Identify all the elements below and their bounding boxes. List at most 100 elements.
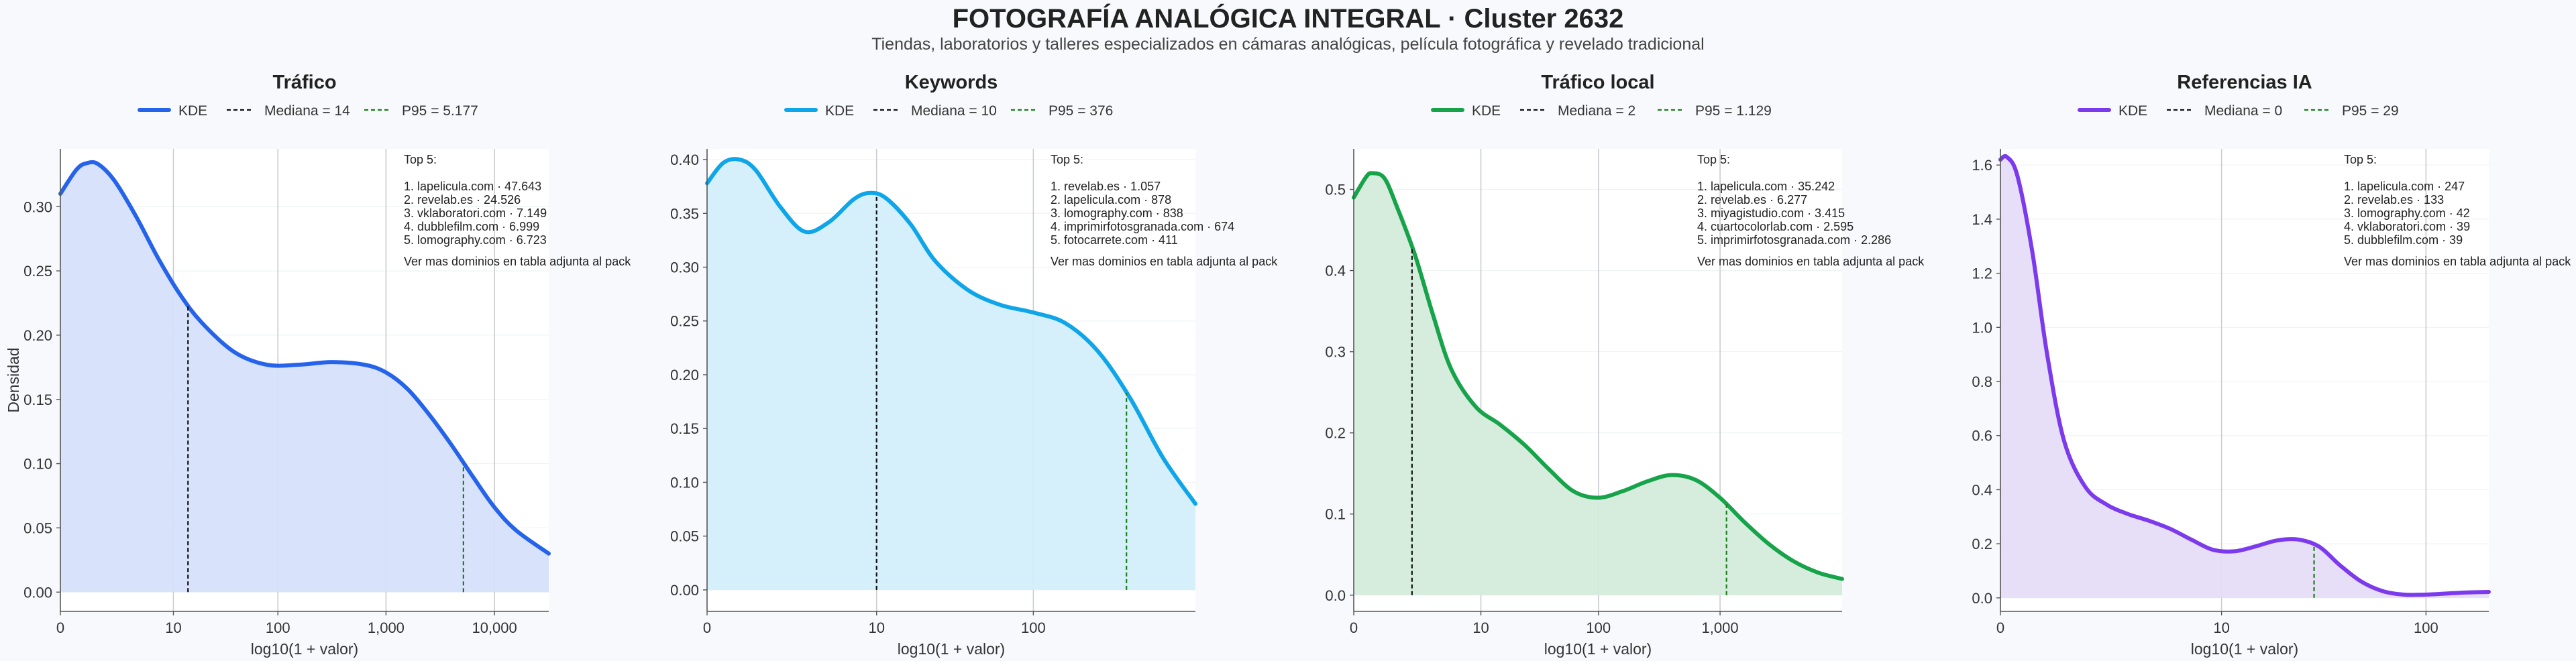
top5-item: 3. lomography.com · 42 — [2344, 206, 2470, 220]
top5-footer: Ver mas dominios en tabla adjunta al pac… — [2344, 255, 2571, 268]
y-tick-label: 0.40 — [670, 152, 699, 168]
x-tick-label: 0 — [1996, 619, 2004, 636]
chart-panel-referencias-ia: 0.0 0.2 0.4 0.6 0.8 1.0 1.2 1.4 1.6 0 10 100 log10(1… — [1972, 72, 2571, 658]
x-tick-label: 10 — [165, 619, 181, 636]
kde-line — [705, 157, 1197, 506]
y-tick-label: 0.15 — [23, 392, 52, 408]
y-tick-label: 0.0 — [1325, 587, 1346, 604]
top5-item: 5. imprimirfotosgranada.com · 2.286 — [1697, 233, 1891, 247]
y-tick-label: 0.2 — [1972, 536, 1992, 552]
top5-footer: Ver mas dominios en tabla adjunta al pac… — [1697, 255, 1925, 268]
top5-footer: Ver mas dominios en tabla adjunta al pac… — [404, 255, 631, 268]
x-tick-label: 1,000 — [1702, 619, 1739, 636]
legend-median-label: Mediana = 10 — [911, 103, 997, 119]
x-tick-label: 100 — [266, 619, 290, 636]
y-tick-label: 0.05 — [23, 520, 52, 536]
legend-p95-label: P95 = 376 — [1049, 103, 1113, 119]
x-axis-label: log10(1 + valor) — [1544, 640, 1652, 658]
kde-area — [60, 162, 549, 593]
y-tick-label: 0.00 — [670, 582, 699, 599]
top5-item: 5. fotocarrete.com · 411 — [1051, 233, 1178, 247]
top5-item: 1. lapelicula.com · 47.643 — [404, 180, 541, 193]
y-tick-label: 1.2 — [1972, 265, 1992, 282]
top5-item: 3. vklaboratori.com · 7.149 — [404, 206, 547, 220]
y-tick-label: 0.5 — [1325, 182, 1346, 198]
top5-item: 4. cuartocolorlab.com · 2.595 — [1697, 220, 1854, 233]
y-tick-label: 0.10 — [670, 474, 699, 491]
panel-title: Tráfico local — [1541, 72, 1654, 93]
y-tick-label: 0.2 — [1325, 425, 1346, 442]
legend-kde-label: KDE — [1472, 103, 1501, 119]
y-axis-label: Densidad — [5, 347, 22, 412]
y-tick-label: 0.30 — [670, 259, 699, 276]
y-tick-label: 0.3 — [1325, 344, 1346, 361]
x-tick-label: 10 — [868, 619, 884, 636]
top5-item: 2. revelab.es · 24.526 — [404, 193, 521, 206]
legend-kde-label: KDE — [178, 103, 207, 119]
legend-median-label: Mediana = 14 — [264, 103, 350, 119]
y-tick-label: 0.25 — [670, 313, 699, 330]
chart-panel-trafico: 0.00 0.05 0.10 0.15 0.20 0.25 0.30 0 10 100 1,000 1… — [5, 72, 631, 658]
top5-item: 5. dubblefilm.com · 39 — [2344, 233, 2463, 247]
top5-item: 1. lapelicula.com · 35.242 — [1697, 180, 1835, 193]
y-tick-label: 0.00 — [23, 584, 52, 601]
x-tick-label: 10 — [1472, 619, 1489, 636]
page-title: FOTOGRAFÍA ANALÓGICA INTEGRAL · Cluster … — [952, 4, 1624, 34]
legend-p95-label: P95 = 5.177 — [402, 103, 478, 119]
y-tick-label: 0.10 — [23, 456, 52, 473]
kde-line — [58, 160, 551, 556]
x-axis-label: log10(1 + valor) — [898, 640, 1005, 658]
kde-line — [1352, 171, 1844, 581]
top5-heading: Top 5: — [1051, 153, 1083, 166]
top5-item: 1. revelab.es · 1.057 — [1051, 180, 1161, 193]
x-tick-label: 0 — [1350, 619, 1358, 636]
legend-median-label: Mediana = 0 — [2204, 103, 2282, 119]
kde-line — [1998, 154, 2491, 597]
y-tick-label: 1.0 — [1972, 319, 1992, 336]
legend-kde-label: KDE — [2118, 103, 2147, 119]
top5-item: 4. imprimirfotosgranada.com · 674 — [1051, 220, 1234, 233]
legend-kde-label: KDE — [825, 103, 854, 119]
x-tick-label: 0 — [703, 619, 711, 636]
x-tick-label: 0 — [56, 619, 64, 636]
top5-item: 2. lapelicula.com · 878 — [1051, 193, 1171, 206]
y-tick-label: 0.25 — [23, 263, 52, 280]
panel-title: Referencias IA — [2177, 72, 2312, 93]
page-subtitle: Tiendas, laboratorios y talleres especia… — [871, 35, 1705, 54]
x-axis-label: log10(1 + valor) — [251, 640, 358, 658]
y-tick-label: 0.30 — [23, 198, 52, 215]
kde-area — [1354, 173, 1842, 595]
y-tick-label: 0.4 — [1972, 481, 1992, 498]
y-tick-label: 0.20 — [670, 367, 699, 383]
top5-item: 5. lomography.com · 6.723 — [404, 233, 547, 247]
top5-item: 4. vklaboratori.com · 39 — [2344, 220, 2470, 233]
chart-panel-trafico-local: 0.0 0.1 0.2 0.3 0.4 0.5 0 10 100 1,000 log10(1 + v… — [1325, 72, 1925, 658]
y-tick-label: 0.4 — [1325, 263, 1346, 280]
y-tick-label: 0.8 — [1972, 373, 1992, 390]
y-tick-label: 0.15 — [670, 420, 699, 437]
y-tick-label: 1.6 — [1972, 157, 1992, 174]
x-tick-label: 10,000 — [472, 619, 517, 636]
y-tick-label: 0.20 — [23, 327, 52, 344]
top5-heading: Top 5: — [2344, 153, 2377, 166]
legend-p95-label: P95 = 1.129 — [1695, 103, 1772, 119]
y-tick-label: 0.6 — [1972, 428, 1992, 444]
y-tick-label: 1.4 — [1972, 211, 1992, 228]
top5-item: 3. lomography.com · 838 — [1051, 206, 1183, 220]
top5-item: 2. revelab.es · 133 — [2344, 193, 2444, 206]
x-axis-label: log10(1 + valor) — [2191, 640, 2298, 658]
legend: KDE Mediana = 0 P95 = 29 — [2078, 103, 2399, 119]
legend-median-label: Mediana = 2 — [1558, 103, 1635, 119]
y-tick-label: 0.1 — [1325, 506, 1346, 523]
panel-title: Keywords — [905, 72, 998, 93]
top5-heading: Top 5: — [1697, 153, 1730, 166]
legend: KDE Mediana = 10 P95 = 376 — [784, 103, 1113, 119]
panel-title: Tráfico — [272, 72, 336, 93]
x-tick-label: 10 — [2213, 619, 2229, 636]
kde-area — [707, 159, 1195, 590]
